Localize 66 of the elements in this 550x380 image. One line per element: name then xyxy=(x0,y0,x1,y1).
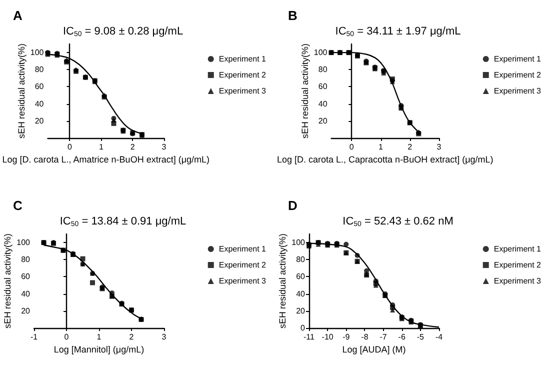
x-axis-title: Log [Mannitol] (μg/mL) xyxy=(54,344,144,354)
x-tick-label: -7 xyxy=(380,332,388,342)
legend-label: Experiment 1 xyxy=(218,244,267,254)
legend-label: Experiment 3 xyxy=(494,86,542,96)
x-tick-label: -6 xyxy=(398,332,406,342)
y-tick-label: 100 xyxy=(314,48,328,58)
x-tick-label: -5 xyxy=(416,332,425,342)
legend-label: Experiment 3 xyxy=(494,276,542,286)
y-tick-label: 60 xyxy=(21,272,31,282)
text: D xyxy=(288,198,298,213)
y-tick-label: 60 xyxy=(34,82,44,92)
y-tick-label: 100 xyxy=(292,238,306,248)
y-tick-label: 80 xyxy=(34,65,44,74)
y-tick-label: 80 xyxy=(318,65,328,74)
legend-label: Experiment 2 xyxy=(218,260,267,270)
x-tick-label: 0 xyxy=(64,332,70,342)
y-tick-label: 60 xyxy=(318,82,328,92)
x-tick-label: 2 xyxy=(130,142,136,152)
y-tick-label: 80 xyxy=(296,255,306,264)
legend-label: Experiment 2 xyxy=(494,260,542,270)
y-tick-label: 60 xyxy=(296,272,306,282)
y-tick-label: 100 xyxy=(30,48,44,58)
y-axis-title: sEH residual activity(%) xyxy=(2,233,12,329)
y-axis-title: sEH residual activity(%) xyxy=(300,43,310,139)
x-tick-label: -8 xyxy=(361,332,369,342)
y-axis-title: sEH residual activity(%) xyxy=(278,233,288,329)
x-tick-label: 0 xyxy=(68,142,73,152)
y-tick-label: 80 xyxy=(21,255,31,264)
y-tick-label: 20 xyxy=(34,116,44,126)
x-axis-title: Log [D. carota L., Capracotta n-BuOH extract] (μg/mL) xyxy=(276,154,494,164)
text: A xyxy=(13,8,23,23)
y-tick-label: 100 xyxy=(16,238,31,248)
x-tick-label: -11 xyxy=(304,332,316,342)
y-tick-label: 0 xyxy=(300,324,306,332)
y-tick-label: 20 xyxy=(318,116,328,126)
x-tick-label: 1 xyxy=(378,142,384,152)
x-axis-title: Log [D. carota L., Amatrice n-BuOH extract] (μg/mL) xyxy=(2,154,210,164)
x-tick-label: -10 xyxy=(322,332,334,342)
x-tick-label: 3 xyxy=(162,332,167,342)
text: B xyxy=(288,8,298,23)
x-tick-label: -4 xyxy=(435,332,444,342)
x-tick-label: 1 xyxy=(98,142,104,152)
legend-label: Experiment 3 xyxy=(218,276,267,286)
legend-label: Experiment 1 xyxy=(494,244,542,254)
x-tick-label: 2 xyxy=(408,142,413,152)
y-tick-label: 20 xyxy=(21,306,31,316)
x-tick-label: 3 xyxy=(162,142,167,152)
y-tick-label: 40 xyxy=(318,99,328,108)
x-tick-label: -1 xyxy=(30,332,38,342)
legend-label: Experiment 2 xyxy=(494,70,542,80)
legend-label: Experiment 3 xyxy=(218,86,267,96)
text: C xyxy=(13,198,23,213)
y-tick-label: 20 xyxy=(296,306,306,316)
y-tick-label: 40 xyxy=(21,289,31,298)
x-tick-label: 2 xyxy=(129,332,134,342)
y-tick-label: 40 xyxy=(34,99,44,108)
x-tick-label: -9 xyxy=(342,332,350,342)
x-tick-label: 0 xyxy=(349,142,354,152)
x-tick-label: 3 xyxy=(436,142,442,152)
y-axis-title: sEH residual activity(%) xyxy=(16,43,26,139)
legend-label: Experiment 1 xyxy=(218,54,267,64)
x-axis-title: Log [AUDA] (M) xyxy=(342,344,406,354)
legend-label: Experiment 2 xyxy=(218,70,267,80)
legend-label: Experiment 1 xyxy=(494,54,542,64)
x-tick-label: 1 xyxy=(96,332,102,342)
y-tick-label: 40 xyxy=(296,289,306,298)
